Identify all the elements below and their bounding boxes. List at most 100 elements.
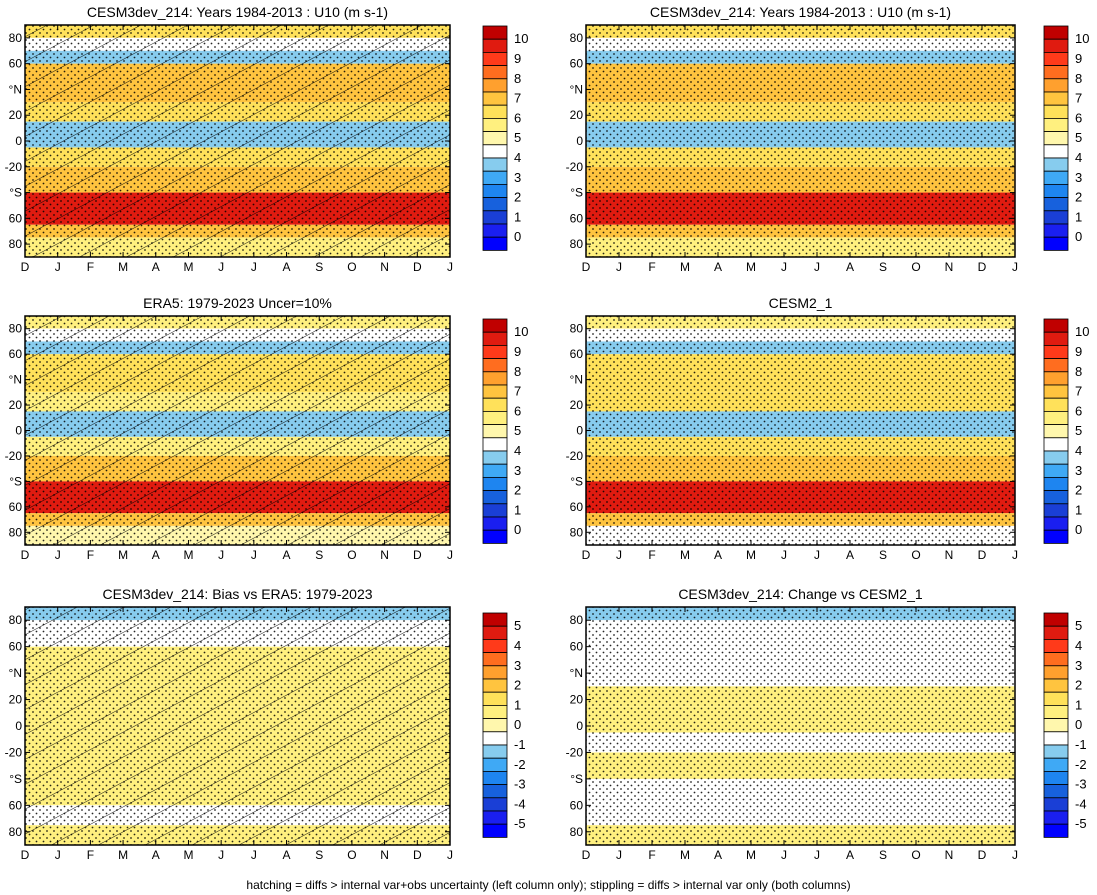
colorbar-swatch [1043, 718, 1069, 733]
x-tick-label: J [616, 260, 622, 274]
figure-footnote: hatching = diffs > internal var+obs unce… [246, 878, 851, 892]
x-tick-label: J [447, 548, 453, 562]
y-tick-label: 60 [9, 57, 23, 71]
colorbar-label: 2 [514, 190, 521, 205]
colorbar-label: 3 [1075, 170, 1082, 185]
x-tick-label: D [582, 260, 591, 274]
colorbar-swatch [482, 612, 508, 627]
colorbar-swatch [1043, 144, 1069, 159]
panel-field [25, 607, 450, 845]
panel-6: CESM3dev_214: Change vs CESM2_1 80 60 °N 20 0… [566, 586, 1018, 862]
colorbar-swatch [482, 384, 508, 399]
colorbar-label: 1 [1075, 209, 1082, 224]
colorbar-swatch [482, 625, 508, 640]
x-tick-label: F [648, 548, 655, 562]
colorbar-swatch [1043, 52, 1069, 67]
y-tick-label: 60 [9, 500, 23, 514]
colorbar-label: 5 [1075, 618, 1082, 633]
colorbar-swatch [1043, 503, 1069, 518]
colorbar-label: 4 [514, 443, 521, 458]
x-tick-label: A [714, 848, 722, 862]
hatch-overlay [25, 316, 450, 545]
colorbar-swatch [482, 236, 508, 251]
y-tick-label: 60 [9, 211, 23, 225]
x-tick-label: F [87, 548, 94, 562]
colorbar-swatch [1043, 38, 1069, 53]
colorbar-label: 7 [514, 91, 521, 106]
x-tick-label: M [183, 848, 193, 862]
colorbar-swatch [482, 691, 508, 706]
colorbar: 5 4 3 2 1 0 -1 -2 -3 -4 -5 [482, 612, 526, 838]
colorbar-label: 8 [1075, 364, 1082, 379]
colorbar-swatch [482, 823, 508, 838]
y-tick-label: °N [9, 666, 22, 680]
x-tick-label: J [218, 848, 224, 862]
colorbar-swatch [482, 437, 508, 452]
x-tick-label: D [21, 848, 30, 862]
colorbar-swatch [482, 358, 508, 373]
colorbar-label: -1 [514, 737, 526, 752]
colorbar-swatch [1043, 639, 1069, 654]
colorbar-label: 1 [1075, 502, 1082, 517]
colorbar-swatch [482, 223, 508, 238]
x-tick-label: J [1012, 260, 1018, 274]
x-tick-label: S [879, 848, 887, 862]
colorbar-label: 2 [514, 483, 521, 498]
y-tick-label: 80 [9, 525, 23, 539]
y-tick-label: °N [570, 666, 583, 680]
colorbar-swatch [482, 476, 508, 491]
x-tick-label: D [978, 548, 987, 562]
colorbar-label: 10 [1075, 31, 1089, 46]
y-tick-label: 20 [9, 108, 23, 122]
colorbar-swatch [1043, 236, 1069, 251]
x-tick-label: F [87, 260, 94, 274]
colorbar-swatch [1043, 529, 1069, 544]
colorbar-label: -4 [1075, 796, 1087, 811]
y-tick-label: 60 [570, 57, 584, 71]
y-tick-label: 80 [570, 613, 584, 627]
x-tick-label: O [911, 260, 920, 274]
x-tick-label: S [315, 848, 323, 862]
x-tick-label: A [283, 548, 291, 562]
x-tick-label: J [814, 848, 820, 862]
panel-4: CESM2_1 80 60 °N 20 0 -20 °S 60 80 D J F M A M J J A S O N D J [566, 295, 1018, 562]
y-tick-label: -20 [566, 160, 584, 174]
y-tick-label: 20 [570, 108, 584, 122]
colorbar-swatch [1043, 797, 1069, 812]
y-tick-label: 80 [570, 31, 584, 45]
colorbar-label: 10 [514, 324, 528, 339]
y-tick-label: °N [570, 82, 583, 96]
x-tick-label: S [315, 548, 323, 562]
colorbar-label: 0 [1075, 229, 1082, 244]
colorbar-swatch [1043, 691, 1069, 706]
colorbar-swatch [482, 810, 508, 825]
stipple-overlay [586, 607, 1015, 845]
colorbar-swatch [482, 797, 508, 812]
x-tick-label: O [347, 548, 356, 562]
colorbar-swatch [1043, 744, 1069, 759]
panel-field [586, 316, 1015, 545]
y-tick-label: -20 [566, 745, 584, 759]
x-tick-label: D [413, 260, 422, 274]
colorbar-label: 5 [514, 618, 521, 633]
x-tick-label: A [283, 848, 291, 862]
colorbar-swatch [1043, 131, 1069, 146]
x-tick-label: D [978, 260, 987, 274]
x-tick-label: J [218, 548, 224, 562]
colorbar-label: -2 [1075, 757, 1087, 772]
x-tick-label: J [781, 548, 787, 562]
x-tick-label: M [746, 260, 756, 274]
y-tick-label: -20 [5, 160, 23, 174]
x-tick-label: N [945, 260, 954, 274]
colorbar-label: 3 [1075, 463, 1082, 478]
y-tick-label: 60 [570, 347, 584, 361]
colorbar-swatch [1043, 157, 1069, 172]
colorbar-label: 9 [1075, 344, 1082, 359]
y-tick-label: 80 [9, 613, 23, 627]
y-tick-label: 60 [570, 798, 584, 812]
x-tick-label: A [152, 848, 160, 862]
panel-1: CESM3dev_214: Years 1984-2013 : U10 (m s… [5, 4, 453, 274]
colorbar-label: -5 [514, 816, 526, 831]
x-tick-label: J [781, 260, 787, 274]
